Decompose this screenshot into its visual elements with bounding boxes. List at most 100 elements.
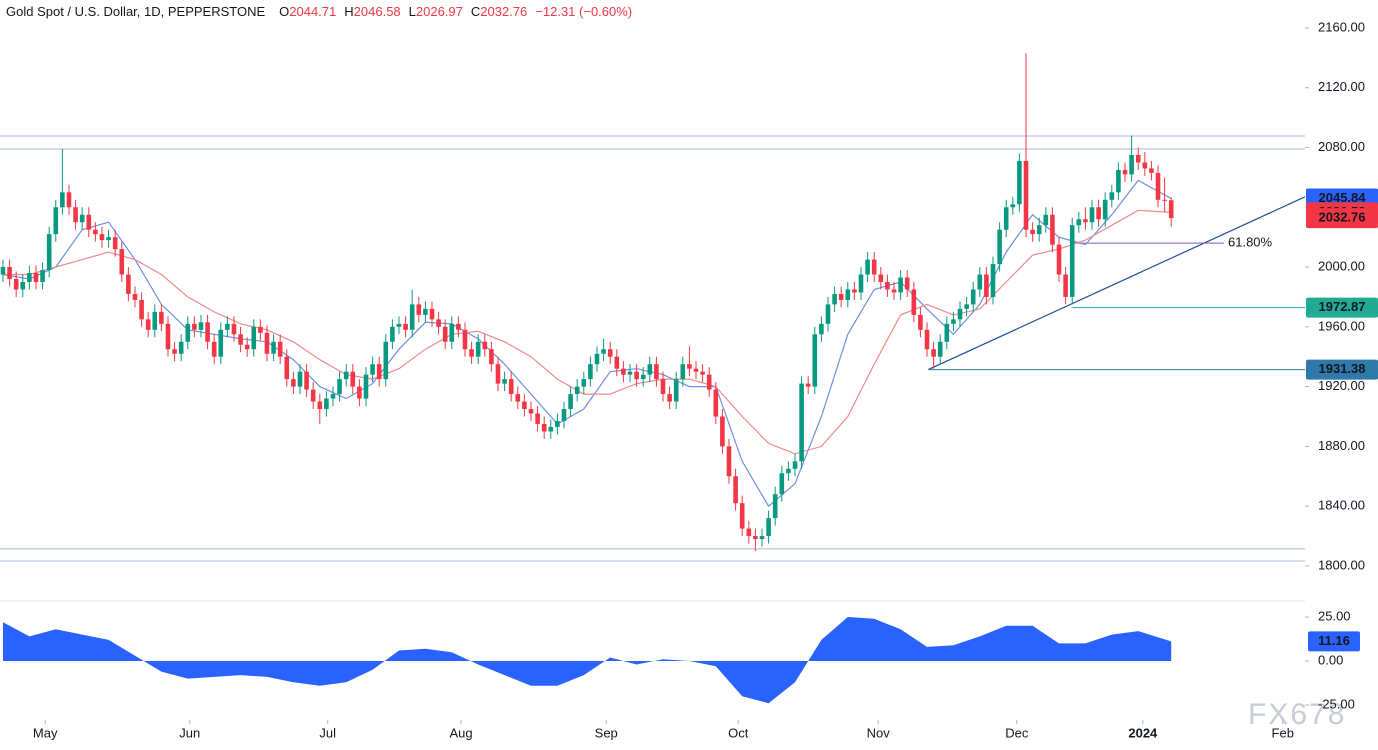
candle-body bbox=[845, 289, 851, 300]
candle-body bbox=[225, 323, 230, 330]
candle-body bbox=[772, 494, 778, 519]
candle-body bbox=[192, 323, 197, 330]
candle-body bbox=[132, 293, 138, 300]
candle-body bbox=[277, 341, 283, 357]
moving-average bbox=[2, 179, 1172, 508]
candle-body bbox=[165, 323, 171, 350]
candle-body bbox=[588, 364, 593, 380]
candle-body bbox=[878, 274, 884, 282]
watermark: FX678 bbox=[1248, 698, 1346, 731]
candle-body bbox=[528, 409, 534, 414]
candle-body bbox=[53, 207, 59, 235]
x-tick-label: Jun bbox=[179, 725, 200, 740]
trendline bbox=[928, 196, 1306, 371]
candle-body bbox=[1089, 207, 1095, 223]
candle-body bbox=[720, 416, 725, 447]
candle-body bbox=[502, 379, 507, 384]
candle-body bbox=[594, 353, 600, 365]
price-label: 1931.38 bbox=[1319, 361, 1366, 376]
candle-body bbox=[706, 374, 712, 390]
candle-body bbox=[746, 528, 752, 537]
candle-body bbox=[555, 420, 560, 427]
candle-body bbox=[178, 341, 184, 354]
candle-body bbox=[753, 536, 758, 540]
candle-body bbox=[337, 379, 342, 395]
candle-body bbox=[984, 274, 989, 297]
candle-body bbox=[792, 461, 798, 469]
candle-body bbox=[93, 229, 98, 235]
candle-body bbox=[1109, 192, 1115, 200]
candle-body bbox=[429, 308, 435, 320]
candle-body bbox=[1050, 214, 1055, 245]
candle-body bbox=[515, 394, 521, 402]
candle-body bbox=[284, 356, 290, 380]
y-tick-label: 2120.00 bbox=[1318, 79, 1365, 94]
candle-body bbox=[621, 368, 626, 375]
candle-body bbox=[1017, 160, 1022, 205]
x-tick-label: 2024 bbox=[1128, 725, 1158, 740]
candle-body bbox=[73, 207, 78, 223]
candle-body bbox=[1155, 172, 1161, 200]
candle-body bbox=[858, 274, 864, 293]
y-tick-label: 2160.00 bbox=[1318, 19, 1365, 34]
candle-body bbox=[469, 349, 474, 357]
candle-body bbox=[159, 311, 164, 324]
y-tick-label: 1800.00 bbox=[1318, 557, 1365, 572]
candle-body bbox=[244, 344, 250, 350]
x-tick-label: May bbox=[33, 725, 58, 740]
candle-body bbox=[713, 389, 719, 417]
candle-body bbox=[1122, 169, 1128, 175]
candle-body bbox=[548, 426, 554, 432]
osc-tick-label: -25.00 bbox=[1318, 696, 1355, 711]
candle-body bbox=[660, 379, 666, 395]
osc-value-label: 11.16 bbox=[1318, 633, 1350, 648]
candle-body bbox=[390, 326, 395, 342]
candle-body bbox=[937, 341, 943, 357]
candle-body bbox=[522, 401, 527, 410]
candle-body bbox=[403, 323, 408, 330]
candle-body bbox=[357, 386, 362, 399]
oscillator-area bbox=[3, 617, 1172, 704]
candle-body bbox=[60, 192, 65, 208]
ohlc-value: 2032.76 bbox=[480, 4, 527, 19]
candle-body bbox=[647, 364, 653, 375]
candle-body bbox=[931, 349, 936, 357]
candle-body bbox=[687, 364, 692, 369]
candle-body bbox=[205, 322, 210, 342]
candle-body bbox=[1162, 199, 1167, 201]
candle-body bbox=[508, 379, 514, 395]
candle-body bbox=[680, 364, 686, 380]
candle-body bbox=[819, 323, 824, 335]
x-tick-label: Jul bbox=[319, 725, 336, 740]
candle-body bbox=[152, 311, 158, 330]
candle-body bbox=[462, 329, 468, 350]
osc-value-box bbox=[1308, 631, 1360, 652]
title: Gold Spot / U.S. Dollar, 1D, PEPPERSTONE bbox=[6, 4, 265, 19]
candle-body bbox=[317, 401, 323, 410]
x-tick-label: Feb bbox=[1272, 725, 1294, 740]
candle-body bbox=[911, 289, 917, 315]
ohlc-letter: H bbox=[344, 4, 353, 19]
candle-body bbox=[700, 371, 705, 375]
y-tick-label: 1880.00 bbox=[1318, 438, 1365, 453]
x-tick-label: Aug bbox=[449, 725, 472, 740]
candle-body bbox=[106, 237, 111, 241]
y-tick-label: 1960.00 bbox=[1318, 318, 1365, 333]
candle-body bbox=[891, 289, 897, 293]
y-tick-label: 1840.00 bbox=[1318, 498, 1365, 513]
moving-average bbox=[3, 209, 1172, 455]
candle-body bbox=[1083, 219, 1088, 223]
candle-body bbox=[1056, 244, 1062, 275]
candle-body bbox=[264, 332, 270, 354]
price-label-box bbox=[1306, 208, 1378, 229]
candle-body bbox=[825, 304, 831, 324]
change: −12.31 (−0.60%) bbox=[535, 4, 632, 19]
candle-body bbox=[574, 386, 580, 395]
candle-body bbox=[667, 394, 672, 402]
candle-body bbox=[40, 270, 45, 282]
candle-body bbox=[66, 192, 72, 208]
candle-body bbox=[693, 368, 699, 372]
candle-body bbox=[865, 259, 870, 275]
candle-body bbox=[904, 277, 910, 290]
osc-tick-label: 25.00 bbox=[1318, 608, 1351, 623]
